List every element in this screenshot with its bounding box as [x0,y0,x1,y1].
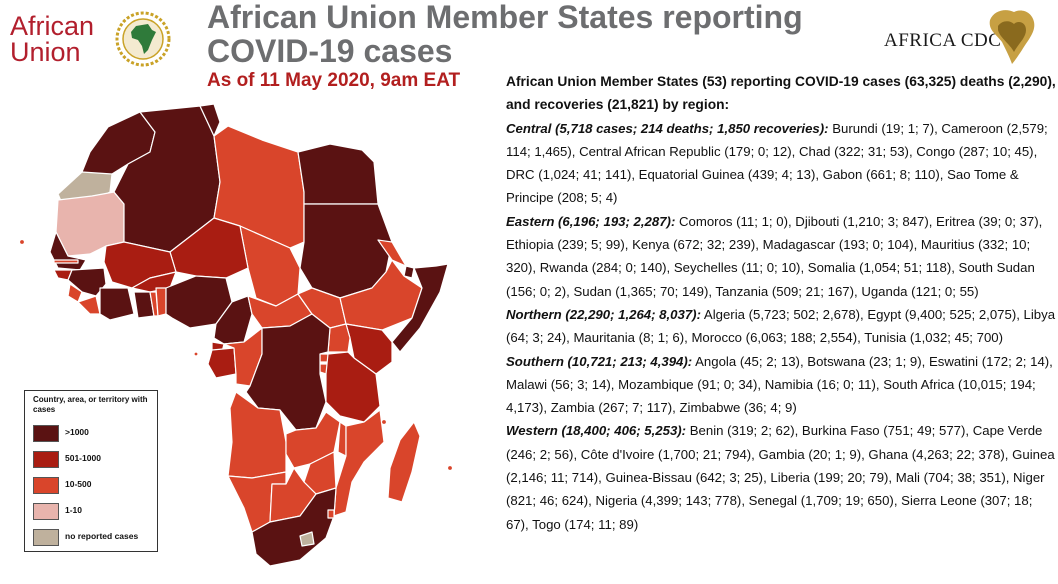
au-logo-word-union: Union [10,37,81,67]
region-paragraph-eastern: Eastern (6,196; 193; 2,287): Comoros (11… [506,210,1056,303]
region-heading: Western (18,400; 406; 5,253): [506,423,687,439]
country-cape-verde [18,238,26,246]
legend-label: >1000 [65,427,89,437]
region-body: Algeria (5,723; 502; 2,678), Egypt (9,40… [506,306,1056,346]
country-burkina-faso [131,271,177,293]
region-paragraph-northern: Northern (22,290; 1,264; 8,037): Algeria… [506,303,1056,350]
legend-label: 1-10 [65,505,83,515]
page-subtitle-date: As of 11 May 2020, 9am EAT [207,70,461,91]
region-body: Burundi (19; 1; 7), Cameroon (2,579; 114… [506,120,1048,206]
country-benin [155,287,167,317]
country-mauritius [446,464,454,472]
africa-cdc-logo-text: AFRICA CDC [884,30,1002,51]
region-heading: Central (5,718 cases; 214 deaths; 1,850 … [506,120,829,136]
region-body: Angola (45; 2; 13), Botswana (23; 1; 9),… [506,353,1053,416]
au-logo-word-african: African [10,11,95,41]
region-heading: Southern (10,721; 213; 4,394): [506,353,693,369]
country-cote-divoire [99,287,135,321]
country-malawi [337,421,347,457]
country-tunisia [199,103,221,137]
country-gabon [207,347,237,379]
legend-swatch [33,503,59,520]
country-eswatini [327,509,335,519]
country-comoros [380,418,388,426]
region-body: Comoros (11; 1; 0), Djibouti (1,210; 3; … [506,213,1043,299]
legend-swatch [33,451,59,468]
country-south-africa [251,487,337,567]
map-legend: Country, area, or territory with cases >… [24,390,158,552]
region-heading: Eastern (6,196; 193; 2,287): [506,213,676,229]
country-djibouti [403,265,415,279]
legend-label: 10-500 [65,479,92,489]
summary-intro: African Union Member States (53) reporti… [506,74,1056,113]
region-body: Benin (319; 2; 62), Burkina Faso (751; 4… [506,423,1055,532]
summary-text-panel: African Union Member States (53) reporti… [506,70,1056,536]
region-paragraph-central: Central (5,718 cases; 214 deaths; 1,850 … [506,117,1056,210]
country-uganda [327,323,351,353]
country-mozambique [333,409,385,517]
country-egypt [297,143,379,205]
legend-swatch [33,425,59,442]
au-emblem-icon [115,11,171,67]
country-niger [169,217,249,279]
country-cameroon [213,295,253,345]
legend-swatch [33,529,59,546]
legend-label: no reported cases [65,531,139,541]
country-kenya [345,323,393,375]
africa-cdc-emblem-icon [989,10,1035,65]
country-lesotho [299,531,315,547]
african-union-logo: African Union [10,8,190,68]
legend-label: 501-1000 [65,453,101,463]
region-heading: Northern (22,290; 1,264; 8,037): [506,306,701,322]
country-madagascar [387,421,421,503]
country-zambia [285,411,341,469]
country-gambia [53,259,79,264]
page-title: African Union Member States reporting CO… [207,0,803,69]
country-somalia [391,263,449,353]
legend-swatch [33,477,59,494]
country-liberia [77,295,101,315]
africa-covid-map [18,103,454,567]
country-tanzania [325,351,381,423]
region-paragraph-southern: Southern (10,721; 213; 4,394): Angola (4… [506,350,1056,420]
country-sao-tome [193,351,199,357]
legend-title: Country, area, or territory with cases [33,395,148,414]
africa-cdc-logo: AFRICA CDC [880,6,1050,66]
country-drc [245,313,331,431]
region-paragraph-western: Western (18,400; 406; 5,253): Benin (319… [506,419,1056,535]
